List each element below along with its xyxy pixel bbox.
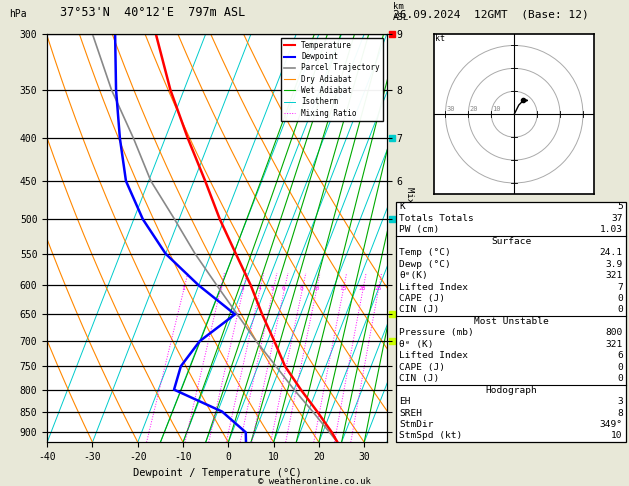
Text: 0: 0	[617, 294, 623, 303]
Text: 349°: 349°	[599, 420, 623, 429]
Y-axis label: Mixing Ratio (g/kg): Mixing Ratio (g/kg)	[404, 187, 413, 289]
Text: Lifted Index: Lifted Index	[399, 351, 469, 360]
Text: 5: 5	[617, 202, 623, 211]
Text: kt: kt	[435, 34, 445, 43]
Text: 0: 0	[617, 305, 623, 314]
Text: EH: EH	[399, 397, 411, 406]
Text: CAPE (J): CAPE (J)	[399, 363, 445, 372]
Text: 20: 20	[359, 286, 366, 291]
Text: 1: 1	[182, 286, 186, 291]
X-axis label: Dewpoint / Temperature (°C): Dewpoint / Temperature (°C)	[133, 468, 301, 478]
Text: 5: 5	[271, 286, 275, 291]
Text: StmDir: StmDir	[399, 420, 434, 429]
Text: 24.1: 24.1	[599, 248, 623, 257]
Text: Totals Totals: Totals Totals	[399, 214, 474, 223]
Text: 25: 25	[374, 286, 382, 291]
Text: 37°53'N  40°12'E  797m ASL: 37°53'N 40°12'E 797m ASL	[60, 6, 245, 19]
Text: 30: 30	[447, 106, 455, 112]
Text: 0: 0	[617, 363, 623, 372]
Text: hPa: hPa	[9, 9, 27, 19]
Text: 4: 4	[258, 286, 262, 291]
Text: Lifted Index: Lifted Index	[399, 282, 469, 292]
Text: SREH: SREH	[399, 409, 423, 417]
Text: 6: 6	[617, 351, 623, 360]
Text: K: K	[399, 202, 405, 211]
Text: Dewp (°C): Dewp (°C)	[399, 260, 451, 269]
Text: 0: 0	[617, 374, 623, 383]
Text: LCL: LCL	[390, 338, 403, 344]
Text: 800: 800	[606, 329, 623, 337]
Text: 321: 321	[606, 340, 623, 349]
Text: CIN (J): CIN (J)	[399, 305, 440, 314]
Text: StmSpd (kt): StmSpd (kt)	[399, 432, 463, 440]
Text: 10: 10	[611, 432, 623, 440]
Text: CAPE (J): CAPE (J)	[399, 294, 445, 303]
Text: 6: 6	[282, 286, 286, 291]
Text: 321: 321	[606, 271, 623, 280]
Legend: Temperature, Dewpoint, Parcel Trajectory, Dry Adiabat, Wet Adiabat, Isotherm, Mi: Temperature, Dewpoint, Parcel Trajectory…	[281, 38, 383, 121]
Text: 3: 3	[241, 286, 245, 291]
Text: 15: 15	[339, 286, 347, 291]
Text: Temp (°C): Temp (°C)	[399, 248, 451, 257]
Text: 8: 8	[617, 409, 623, 417]
Text: θᵉ(K): θᵉ(K)	[399, 271, 428, 280]
Text: 10: 10	[313, 286, 320, 291]
Text: Surface: Surface	[491, 237, 531, 246]
Text: θᵉ (K): θᵉ (K)	[399, 340, 434, 349]
Text: 20: 20	[469, 106, 478, 112]
Text: Hodograph: Hodograph	[485, 385, 537, 395]
Text: 8: 8	[300, 286, 304, 291]
Text: 2: 2	[218, 286, 222, 291]
Text: 7: 7	[617, 282, 623, 292]
Text: CIN (J): CIN (J)	[399, 374, 440, 383]
Text: Pressure (mb): Pressure (mb)	[399, 329, 474, 337]
Text: 10: 10	[493, 106, 501, 112]
Text: © weatheronline.co.uk: © weatheronline.co.uk	[258, 477, 371, 486]
Text: 1.03: 1.03	[599, 225, 623, 234]
Text: 3: 3	[617, 397, 623, 406]
Text: 3.9: 3.9	[606, 260, 623, 269]
Text: PW (cm): PW (cm)	[399, 225, 440, 234]
Text: 37: 37	[611, 214, 623, 223]
Text: 26.09.2024  12GMT  (Base: 12): 26.09.2024 12GMT (Base: 12)	[393, 9, 589, 19]
Text: km
ASL: km ASL	[393, 2, 409, 22]
Text: Most Unstable: Most Unstable	[474, 317, 548, 326]
